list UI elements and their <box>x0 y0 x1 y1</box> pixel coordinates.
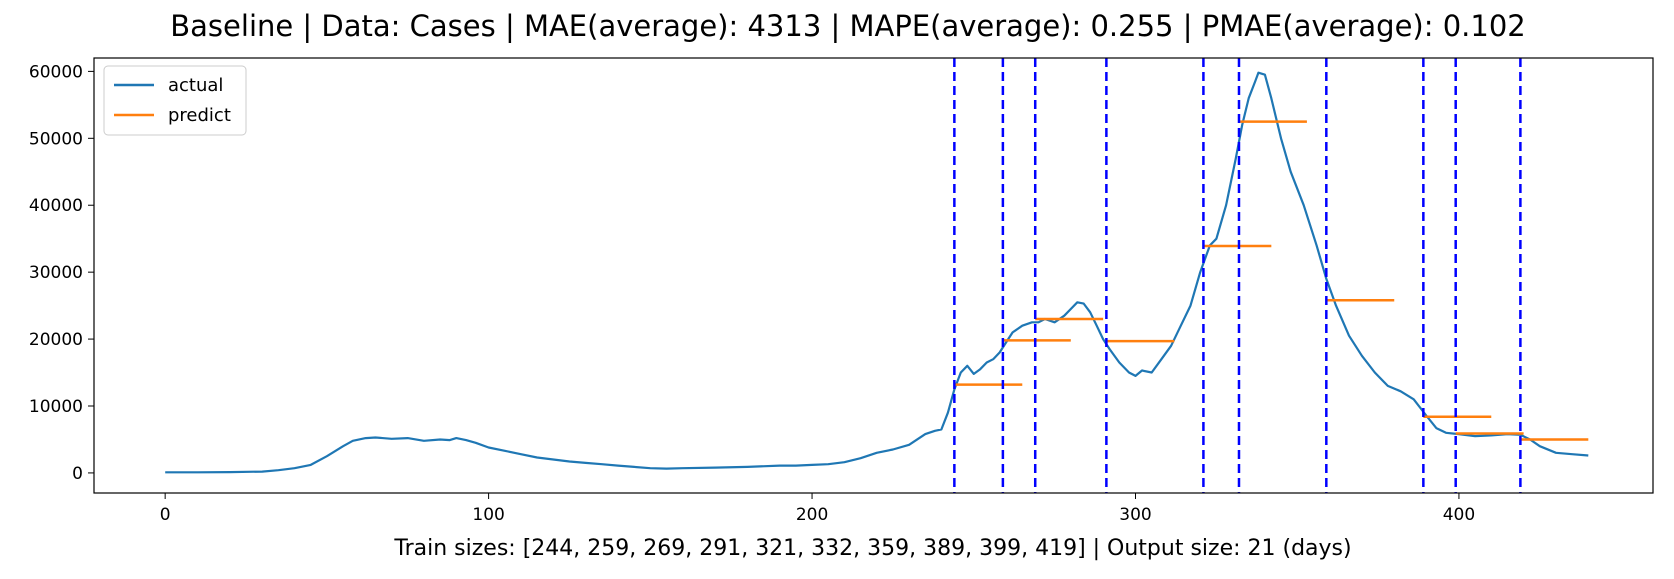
x-tick-label-1: 100 <box>472 505 504 525</box>
chart-title: Baseline | Data: Cases | MAE(average): 4… <box>170 9 1525 43</box>
plot-area <box>165 58 1589 493</box>
legend-box <box>103 65 247 136</box>
y-tick-label-4: 40000 <box>29 196 83 216</box>
y-tick-label-5: 50000 <box>29 129 83 149</box>
x-axis-label: Train sizes: [244, 259, 269, 291, 321, 3… <box>393 536 1351 561</box>
x-tick-label-3: 300 <box>1119 505 1151 525</box>
x-tick-label-0: 0 <box>160 505 171 525</box>
y-tick-label-2: 20000 <box>29 330 83 350</box>
y-tick-label-1: 10000 <box>29 397 83 417</box>
y-tick-label-3: 30000 <box>29 263 83 283</box>
legend-label-actual: actual <box>168 75 223 96</box>
y-tick-label-0: 0 <box>72 464 83 484</box>
legend: actual predict <box>103 65 247 136</box>
plot-frame <box>93 57 1654 494</box>
y-tick-label-6: 60000 <box>29 62 83 82</box>
x-tick-label-4: 400 <box>1443 505 1475 525</box>
axis-ticks: 0 100 200 300 400 0 10000 20000 30000 40000 50000 6… <box>29 62 1475 525</box>
series-line-actual <box>165 71 1589 474</box>
legend-label-predict: predict <box>168 105 231 126</box>
x-tick-label-2: 200 <box>796 505 828 525</box>
